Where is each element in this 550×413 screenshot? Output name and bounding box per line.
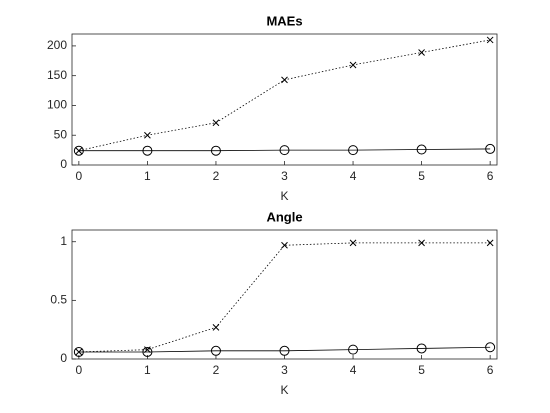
x-tick-label: 1 [144,363,151,377]
x-tick-label: 2 [213,169,220,183]
x-tick-label: 0 [76,363,83,377]
marker [73,145,84,156]
marker [75,348,83,356]
x-tick-label: 5 [418,169,425,183]
marker [486,239,494,247]
marker [485,342,496,353]
x-tick-label: 4 [350,169,357,183]
y-tick-label: 0.5 [50,293,67,307]
x-tick-label: 3 [281,169,288,183]
y-tick-label: 50 [54,127,68,141]
marker [418,49,425,56]
x-tick-label: 6 [487,169,494,183]
x-tick-label: 0 [76,169,83,183]
x-tick-label: 3 [281,363,288,377]
marker [142,145,153,156]
marker [210,145,221,156]
marker [418,239,425,247]
marker [142,346,153,357]
x-tick-label: 2 [213,363,220,377]
series-line [78,346,491,353]
x-axis-label: K [280,383,288,397]
marker [75,147,83,155]
x-tick-label: 1 [144,169,151,183]
marker [349,239,357,247]
series-line [78,148,491,152]
marker [144,131,151,139]
x-tick-label: 6 [487,363,494,377]
marker [279,345,290,356]
marker [416,144,427,155]
y-tick-label: 0 [60,351,67,365]
axes-box [71,33,498,166]
chart-title: Angle [266,209,302,224]
marker [73,346,84,357]
y-tick-label: 150 [47,68,67,82]
marker [348,145,359,156]
marker [212,323,220,331]
y-tick-label: 0 [60,157,67,171]
marker [279,145,290,156]
marker [210,345,221,356]
x-axis-label: K [280,189,288,203]
x-tick-label: 5 [418,363,425,377]
marker [486,36,494,44]
marker [281,241,288,249]
chart-title: MAEs [266,13,302,28]
x-tick-label: 4 [350,363,357,377]
marker [349,61,357,69]
y-tick-label: 200 [47,38,67,52]
marker [416,343,427,354]
y-tick-label: 100 [47,98,67,112]
marker [212,119,220,127]
axes-box [71,229,498,360]
marker [281,76,288,84]
marker [485,143,496,154]
marker [348,344,359,355]
y-tick-label: 1 [60,234,67,248]
